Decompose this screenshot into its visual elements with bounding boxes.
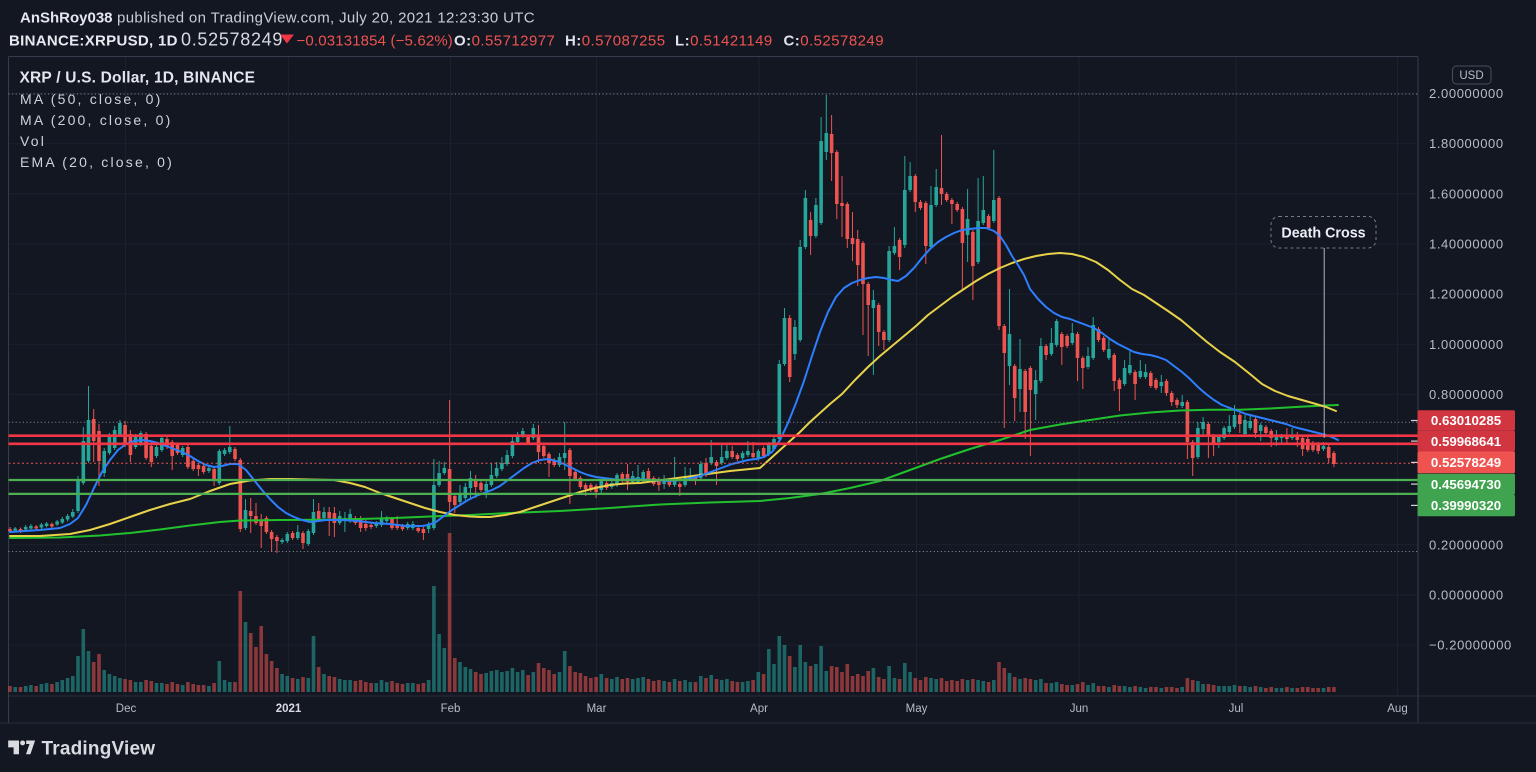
svg-text:Jul: Jul <box>1229 703 1244 715</box>
svg-text:2.00000000: 2.00000000 <box>1429 86 1504 101</box>
svg-text:1.00000000: 1.00000000 <box>1429 337 1504 352</box>
svg-text:0.00000000: 0.00000000 <box>1429 588 1504 603</box>
svg-text:0.20000000: 0.20000000 <box>1429 537 1504 552</box>
svg-text:1.40000000: 1.40000000 <box>1429 236 1504 251</box>
svg-text:1.80000000: 1.80000000 <box>1429 136 1504 151</box>
svg-text:−0.20000000: −0.20000000 <box>1429 638 1512 653</box>
svg-text:MA (200, close, 0): MA (200, close, 0) <box>20 112 172 128</box>
svg-text:Aug: Aug <box>1387 703 1407 715</box>
svg-text:0.80000000: 0.80000000 <box>1429 387 1504 402</box>
svg-text:Vol: Vol <box>20 133 46 149</box>
svg-text:Mar: Mar <box>587 703 607 715</box>
svg-text:H:0.57087255: H:0.57087255 <box>565 33 665 50</box>
svg-text:Jun: Jun <box>1070 703 1089 715</box>
svg-text:L:0.51421149: L:0.51421149 <box>675 33 773 50</box>
svg-text:0.39990320: 0.39990320 <box>1431 498 1501 513</box>
svg-text:0.63010285: 0.63010285 <box>1431 413 1502 428</box>
svg-text:XRP / U.S. Dollar, 1D, BINANCE: XRP / U.S. Dollar, 1D, BINANCE <box>20 70 256 87</box>
svg-text:Apr: Apr <box>750 703 768 715</box>
svg-text:0.52578249: 0.52578249 <box>181 30 283 50</box>
svg-text:2021: 2021 <box>276 703 302 715</box>
svg-text:O:0.55712977: O:0.55712977 <box>454 33 555 50</box>
svg-text:C:0.52578249: C:0.52578249 <box>784 33 884 50</box>
svg-text:BINANCE:XRPUSD, 1D: BINANCE:XRPUSD, 1D <box>9 33 178 50</box>
svg-text:0.59968641: 0.59968641 <box>1431 434 1502 449</box>
svg-text:USD: USD <box>1459 70 1483 82</box>
svg-text:−0.03131854 (−5.62%): −0.03131854 (−5.62%) <box>297 33 453 50</box>
svg-text:MA (50, close, 0): MA (50, close, 0) <box>20 91 162 107</box>
svg-text:Death Cross: Death Cross <box>1281 226 1365 242</box>
svg-text:0.52578249: 0.52578249 <box>1431 455 1501 470</box>
svg-text:Feb: Feb <box>441 703 461 715</box>
svg-text:TradingView: TradingView <box>42 739 156 760</box>
svg-text:AnShRoy038 published on Tradin: AnShRoy038 published on TradingView.com,… <box>20 10 535 27</box>
svg-text:May: May <box>906 703 928 715</box>
svg-text:1.60000000: 1.60000000 <box>1429 186 1504 201</box>
svg-text:EMA (20, close, 0): EMA (20, close, 0) <box>20 154 174 170</box>
svg-text:1.20000000: 1.20000000 <box>1429 287 1504 302</box>
svg-text:Dec: Dec <box>116 703 137 715</box>
svg-text:0.45694730: 0.45694730 <box>1431 477 1501 492</box>
